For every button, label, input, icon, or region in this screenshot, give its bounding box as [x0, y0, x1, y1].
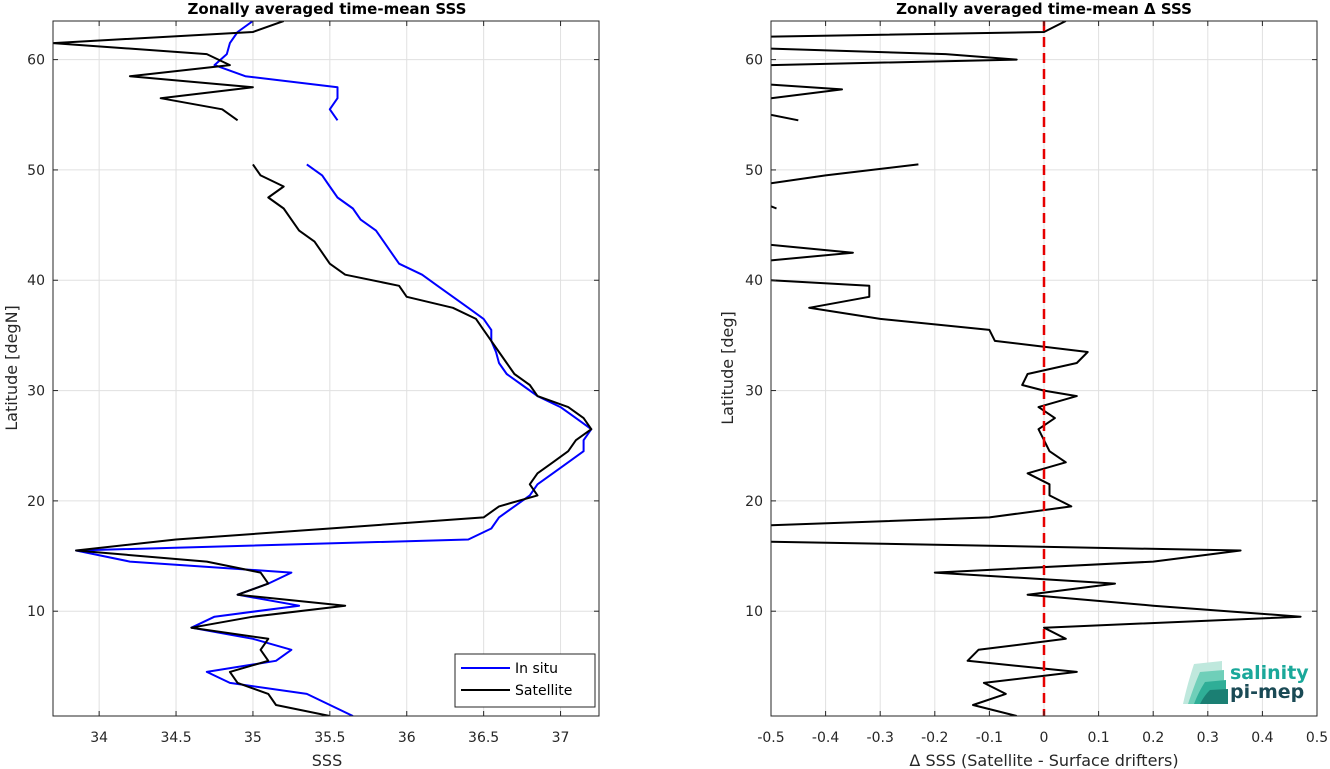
right-series-delta-sss-line	[771, 205, 777, 210]
right-x-tick-label: -0.1	[976, 730, 1003, 746]
right-x-tick-label: 0.4	[1251, 730, 1273, 746]
right-x-tick-label: 0	[1040, 730, 1049, 746]
left-series-satellite-line	[75, 163, 593, 716]
left-y-tick-label: 40	[27, 273, 45, 289]
left-y-tick-label: 50	[27, 163, 45, 179]
right-y-tick-label: 50	[745, 163, 763, 179]
logo-line-2: pi-mep	[1230, 681, 1304, 703]
right-chart: Zonally averaged time-mean Δ SSS -0.5 -0.…	[718, 0, 1328, 769]
right-series-delta-sss-line	[771, 113, 799, 122]
left-x-tick-label: 35.5	[314, 730, 345, 746]
left-y-tick-label: 10	[27, 604, 45, 620]
left-x-tick-label: 34.5	[160, 730, 191, 746]
right-x-tick-label: 0.3	[1197, 730, 1219, 746]
right-x-tick-label: -0.4	[812, 730, 839, 746]
left-y-tick-label: 20	[27, 494, 45, 510]
right-y-tick-label: 10	[745, 604, 763, 620]
left-x-tick-label: 34	[90, 730, 108, 746]
left-x-axis-label: SSS	[312, 751, 342, 769]
left-plot-frame	[52, 20, 600, 717]
left-x-tick-label: 37	[552, 730, 570, 746]
right-x-tick-label: 0.2	[1142, 730, 1164, 746]
right-data-lines	[771, 21, 1302, 716]
left-series-in-situ-line	[75, 163, 593, 716]
left-y-tick-label: 30	[27, 384, 45, 400]
legend-label-satellite: Satellite	[515, 683, 572, 699]
right-series-delta-sss-line	[771, 279, 1089, 527]
legend-label-in-situ: In situ	[515, 661, 558, 677]
right-x-tick-label: 0.1	[1087, 730, 1109, 746]
right-series-delta-sss-line	[771, 243, 854, 262]
left-ticks: 34 34.5 35 35.5 36 36.5 37 10 20 30 40 50 60	[27, 21, 599, 746]
left-data-lines	[53, 21, 593, 716]
right-y-tick-label: 60	[745, 53, 763, 69]
wave-logo-icon	[1183, 661, 1228, 704]
left-grid	[53, 21, 599, 716]
right-x-tick-label: -0.2	[921, 730, 948, 746]
left-chart-title: Zonally averaged time-mean SSS	[188, 0, 467, 18]
salinity-pi-mep-logo: salinity pi-mep	[1183, 661, 1309, 704]
right-y-axis-label: Latitude [deg]	[718, 311, 737, 425]
right-y-tick-label: 40	[745, 273, 763, 289]
right-x-tick-label: -0.3	[867, 730, 894, 746]
left-x-tick-label: 36	[398, 730, 416, 746]
right-x-tick-label: 0.5	[1306, 730, 1328, 746]
left-x-tick-label: 35	[244, 730, 262, 746]
right-x-tick-label: -0.5	[757, 730, 784, 746]
legend-box	[454, 653, 596, 708]
right-y-tick-label: 30	[745, 384, 763, 400]
right-chart-title: Zonally averaged time-mean Δ SSS	[896, 0, 1192, 18]
left-y-tick-label: 60	[27, 53, 45, 69]
right-series-delta-sss-line	[771, 163, 919, 185]
right-ticks: -0.5 -0.4 -0.3 -0.2 -0.1 0 0.1 0.2 0.3 0.4 0.5 10 20…	[745, 21, 1328, 746]
left-y-axis-label: Latitude [degN]	[2, 305, 21, 431]
logo-line-1: salinity	[1230, 662, 1309, 684]
left-plot-area	[53, 21, 599, 716]
left-series-in-situ-line	[213, 21, 339, 121]
left-chart: Zonally averaged time-mean SSS 34 34.5 35 3…	[2, 0, 600, 769]
right-series-delta-sss-line	[771, 83, 843, 100]
right-y-tick-label: 20	[745, 494, 763, 510]
right-series-delta-sss-line	[771, 21, 1067, 67]
right-x-axis-label: Δ SSS (Satellite - Surface drifters)	[909, 751, 1178, 769]
left-x-tick-label: 36.5	[468, 730, 499, 746]
right-series-delta-sss-line	[771, 540, 1302, 716]
left-series-satellite-line	[53, 21, 285, 122]
legend: In situ Satellite	[454, 653, 596, 708]
